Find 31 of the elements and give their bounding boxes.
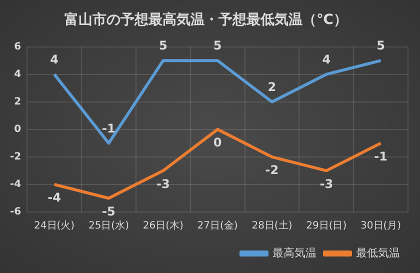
y-tick-label: 6	[14, 41, 22, 52]
data-label: 4	[322, 52, 331, 66]
y-tick-label: -4	[10, 179, 22, 190]
data-label: 5	[158, 38, 168, 53]
x-tick-label: 24日(火)	[34, 220, 75, 232]
x-tick-label: 30日(月)	[360, 220, 402, 232]
x-tick-label: 29日(日)	[306, 220, 347, 232]
legend-label: 最低気温	[356, 246, 400, 260]
y-tick-label: 2	[14, 96, 22, 108]
y-tick-label: 0	[14, 124, 22, 135]
data-label: -1	[102, 121, 116, 136]
y-tick-label: 4	[14, 68, 22, 80]
data-label: 5	[376, 38, 385, 53]
data-label: -3	[156, 176, 170, 191]
y-tick-label: -6	[10, 206, 22, 218]
data-label: 5	[213, 38, 222, 53]
data-label: -1	[374, 149, 388, 164]
x-tick-label: 27日(金)	[197, 220, 238, 232]
x-tick-label: 25日(水)	[88, 220, 130, 232]
x-tick-label: 28日(土)	[252, 220, 292, 232]
data-label: -2	[265, 163, 279, 178]
data-label: 4	[50, 52, 58, 66]
data-label: -4	[48, 190, 61, 205]
data-label: -3	[320, 176, 334, 191]
data-label: 0	[213, 136, 222, 150]
data-label: -5	[102, 204, 116, 218]
y-tick-label: -2	[10, 152, 22, 163]
data-label: 2	[268, 80, 276, 94]
chart-title: 富山市の予想最高気温・予想最低気温（℃）	[64, 11, 348, 28]
legend-label: 最高気温	[272, 246, 316, 260]
x-tick-label: 26日(木)	[142, 220, 184, 232]
